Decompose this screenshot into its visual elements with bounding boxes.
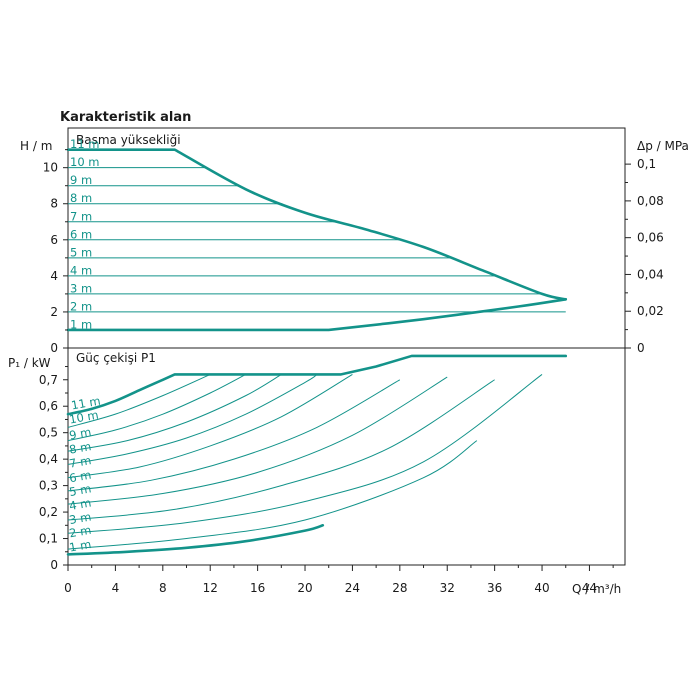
head-y-tick-label: 10: [43, 161, 58, 175]
power-curve-label: 6 m: [68, 468, 92, 486]
pressure-y-axis-label: Δp / MPa: [637, 139, 689, 153]
page-title: Karakteristik alan: [60, 110, 191, 125]
head-curve-label: 6 m: [70, 227, 92, 241]
power-curve-label: 5 m: [68, 481, 92, 499]
power-y-tick-label: 0,3: [39, 479, 58, 493]
power-curve-4m: [67, 376, 448, 505]
flow-x-tick-label: 20: [297, 581, 312, 595]
head-curve-label: 8 m: [70, 191, 92, 205]
power-curve-2m: [67, 374, 543, 534]
head-curve-label: 5 m: [70, 245, 92, 259]
power-curve-8m: [67, 374, 282, 452]
flow-x-tick-label: 0: [64, 581, 72, 595]
pressure-y-tick-label: 0,04: [637, 267, 664, 281]
power-curve-9m: [67, 374, 247, 442]
flow-x-tick-label: 4: [112, 581, 120, 595]
flow-x-tick-label: 16: [250, 581, 265, 595]
power-curve-7m: [67, 374, 318, 465]
pressure-y-tick-label: 0,08: [637, 194, 664, 208]
power-envelope-lower-line: [66, 524, 325, 556]
flow-x-tick-label: 8: [159, 581, 167, 595]
head-panel-frame: [67, 127, 626, 349]
head-curve-label: 1 m: [70, 317, 92, 331]
head-curve-label: 7 m: [70, 209, 92, 223]
pressure-y-tick-label: 0: [637, 341, 645, 355]
power-y-tick-label: 0,7: [39, 373, 58, 387]
head-section-label: Basma yüksekliği: [76, 133, 181, 147]
power-y-tick-label: 0,6: [39, 399, 58, 413]
power-curve-label: 11 m: [70, 394, 101, 413]
power-panel-frame: [67, 347, 626, 566]
power-y-tick-label: 0,4: [39, 452, 58, 466]
power-curve-3m: [67, 379, 495, 521]
power-curve-label: 9 m: [68, 425, 92, 443]
flow-x-tick-label: 28: [392, 581, 407, 595]
flow-x-tick-label: 44: [582, 581, 597, 595]
power-curve-label: 3 m: [68, 509, 92, 527]
power-y-tick-label: 0,1: [39, 532, 58, 546]
power-curve-label: 2 m: [68, 523, 92, 541]
head-curve-label: 4 m: [70, 263, 92, 277]
power-y-tick-label: 0,2: [39, 505, 58, 519]
head-y-tick-label: 0: [50, 341, 58, 355]
flow-x-tick-label: 12: [203, 581, 218, 595]
power-section-label: Güç çekişi P1: [76, 351, 156, 365]
head-curve-label: 10 m: [70, 155, 100, 169]
power-y-tick-label: 0: [50, 558, 58, 572]
power-curve-6m: [67, 374, 353, 479]
pressure-y-tick-label: 0,06: [637, 231, 664, 245]
head-y-axis-label: H / m: [20, 139, 52, 153]
flow-x-tick-label: 32: [440, 581, 455, 595]
power-envelope-upper-line: [66, 354, 568, 416]
power-curve-label: 7 m: [68, 453, 92, 471]
head-curve-label: 2 m: [70, 299, 92, 313]
power-curve-1m: [67, 440, 478, 550]
flow-x-axis-label: Q / m³/h: [572, 582, 621, 596]
head-y-tick-label: 2: [50, 305, 58, 319]
power-curve-label: 1 m: [68, 537, 92, 555]
head-curve-label: 9 m: [70, 173, 92, 187]
head-curve-label: 11 m: [70, 137, 100, 151]
pressure-y-tick-label: 0,02: [637, 304, 664, 318]
flow-x-tick-label: 24: [345, 581, 360, 595]
power-curve-10m: [67, 374, 211, 428]
head-curve-label: 3 m: [70, 281, 92, 295]
flow-x-tick-label: 40: [534, 581, 549, 595]
power-y-axis-label: P₁ / kW: [8, 356, 51, 370]
head-envelope-upper-line: [66, 148, 568, 301]
power-y-tick-label: 0,5: [39, 426, 58, 440]
power-curve-5m: [67, 379, 401, 492]
head-y-tick-label: 4: [50, 269, 58, 283]
head-y-tick-label: 8: [50, 197, 58, 211]
power-curve-label: 10 m: [68, 408, 99, 427]
power-curve-label: 4 m: [68, 495, 92, 513]
pressure-y-tick-label: 0,1: [637, 157, 656, 171]
flow-x-tick-label: 36: [487, 581, 502, 595]
head-envelope-lower-line: [66, 298, 568, 332]
power-curve-label: 8 m: [68, 439, 92, 457]
head-y-tick-label: 6: [50, 233, 58, 247]
